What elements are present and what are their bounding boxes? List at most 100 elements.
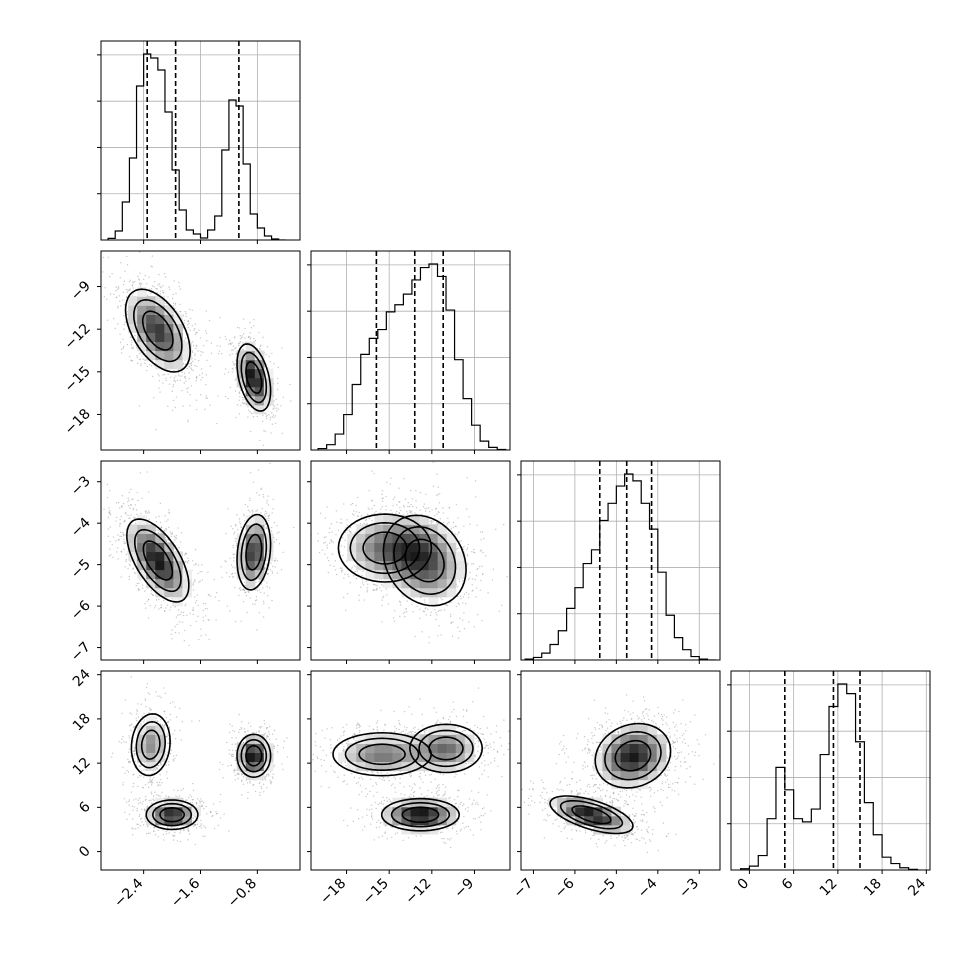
scatter-point [463, 546, 464, 547]
scatter-point [343, 577, 344, 578]
scatter-point [230, 526, 231, 527]
scatter-point [253, 319, 254, 320]
scatter-point [225, 339, 226, 340]
scatter-point [424, 503, 425, 504]
scatter-point [124, 520, 125, 521]
scatter-point [239, 391, 240, 392]
scatter-point [145, 275, 146, 276]
scatter-point [138, 716, 139, 717]
scatter-point [148, 511, 149, 512]
scatter-point [348, 529, 349, 530]
scatter-point [399, 512, 400, 513]
scatter-point [125, 513, 126, 514]
scatter-point [231, 564, 232, 565]
scatter-point [164, 515, 165, 516]
scatter-point [126, 256, 127, 257]
scatter-point [216, 345, 217, 346]
scatter-point [427, 609, 428, 610]
scatter-point [352, 567, 353, 568]
scatter-point [361, 575, 362, 576]
scatter-point [262, 415, 263, 416]
scatter-point [137, 583, 138, 584]
scatter-point [104, 296, 105, 297]
histogram-step-line [525, 474, 716, 660]
scatter-point [430, 612, 431, 613]
scatter-point [171, 634, 172, 635]
scatter-point [480, 539, 481, 540]
scatter-point [185, 380, 186, 381]
scatter-point [275, 560, 276, 561]
scatter-point [265, 413, 266, 414]
scatter-point [438, 625, 439, 626]
scatter-point [372, 589, 373, 590]
panel-2-1 [288, 447, 510, 664]
scatter-point [267, 346, 268, 347]
scatter-point [91, 505, 92, 506]
scatter-point [225, 533, 226, 534]
scatter-point [248, 509, 249, 510]
scatter-point [186, 313, 187, 314]
scatter-point [170, 719, 171, 720]
scatter-point [117, 547, 118, 548]
scatter-point [196, 332, 197, 333]
density-cell [146, 314, 156, 324]
scatter-point [232, 353, 233, 354]
scatter-point [459, 618, 460, 619]
scatter-point [130, 730, 131, 731]
scatter-point [158, 599, 159, 600]
scatter-point [215, 620, 216, 621]
scatter-point [373, 584, 374, 585]
scatter-point [240, 526, 241, 527]
scatter-point [121, 352, 122, 353]
scatter-point [462, 580, 463, 581]
scatter-point [243, 515, 244, 516]
scatter-point [139, 589, 140, 590]
scatter-point [354, 532, 355, 533]
scatter-point [344, 546, 345, 547]
scatter-point [194, 353, 195, 354]
scatter-point [266, 500, 267, 501]
scatter-point [108, 257, 109, 258]
scatter-point [134, 572, 135, 573]
scatter-point [164, 530, 165, 531]
scatter-point [116, 517, 117, 518]
scatter-point [229, 354, 230, 355]
scatter-point [499, 611, 500, 612]
scatter-point [455, 526, 456, 527]
scatter-point [277, 404, 278, 405]
scatter-point [112, 544, 113, 545]
scatter-point [142, 498, 143, 499]
density-cell [155, 561, 165, 571]
scatter-point [235, 621, 236, 622]
scatter-point [132, 287, 133, 288]
scatter-point [283, 552, 284, 553]
scatter-point [140, 365, 141, 366]
scatter-point [189, 405, 190, 406]
scatter-point [273, 414, 274, 415]
scatter-point [198, 330, 199, 331]
scatter-point [267, 586, 268, 587]
scatter-point [119, 519, 120, 520]
scatter-point [415, 490, 416, 491]
scatter-point [121, 536, 122, 537]
scatter-point [122, 767, 123, 768]
scatter-point [130, 561, 131, 562]
scatter-point [146, 687, 147, 688]
scatter-point [129, 507, 130, 508]
scatter-point [192, 325, 193, 326]
scatter-point [467, 477, 468, 478]
histogram-grid [307, 251, 510, 450]
scatter-point [132, 498, 133, 499]
scatter-point [115, 540, 116, 541]
scatter-point [165, 539, 166, 540]
scatter-point [206, 395, 207, 396]
scatter-point [325, 542, 326, 543]
scatter-point [115, 520, 116, 521]
scatter-point [120, 576, 121, 577]
scatter-point [131, 347, 132, 348]
scatter-point [424, 599, 425, 600]
scatter-point [97, 294, 98, 295]
scatter-point [136, 585, 137, 586]
scatter-point [406, 600, 407, 601]
scatter-point [150, 776, 151, 777]
